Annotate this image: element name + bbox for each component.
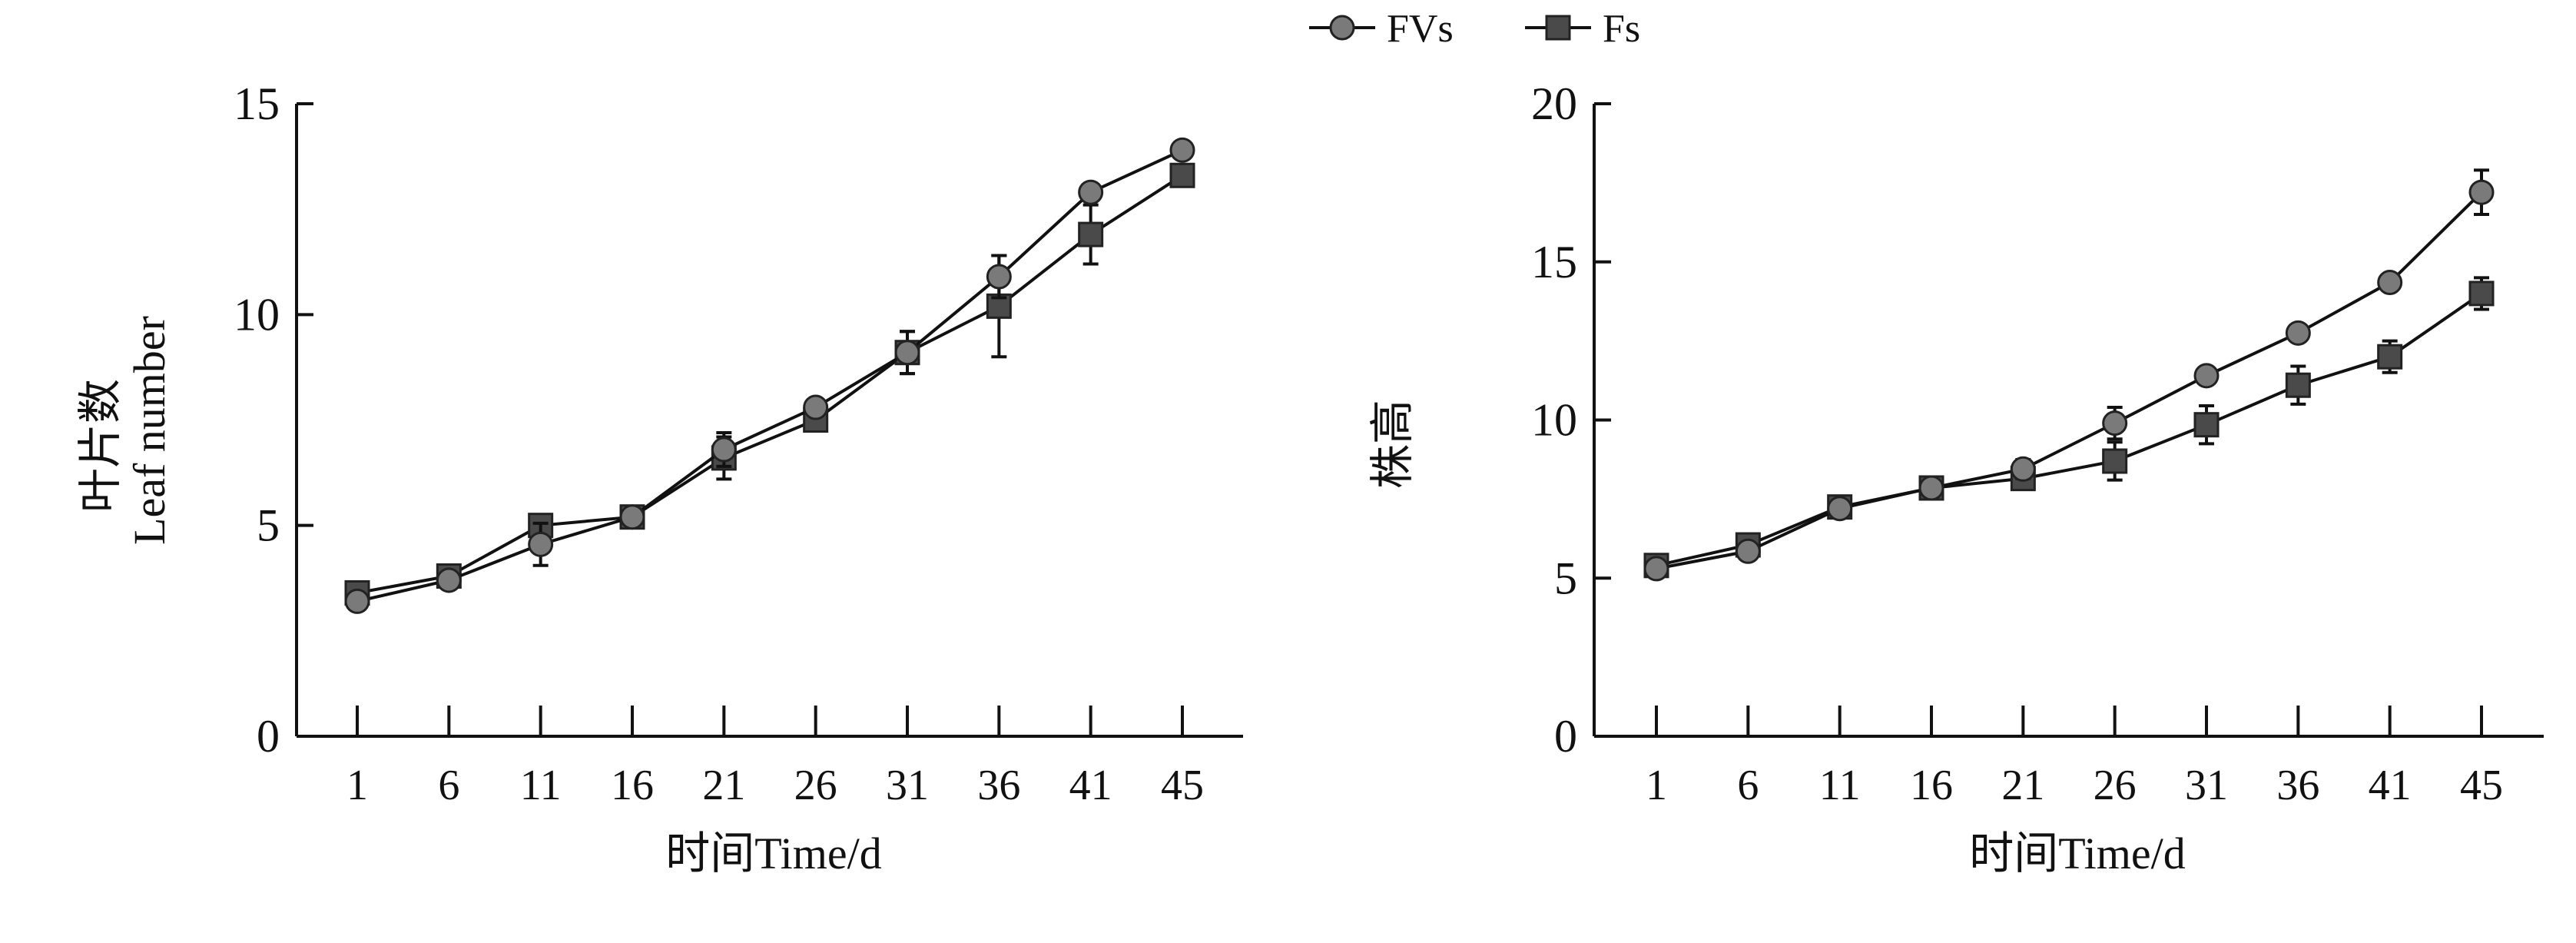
y-axis-label-en: Leaf number bbox=[124, 316, 174, 545]
x-tick-label: 36 bbox=[2276, 762, 2319, 809]
series-line-fs bbox=[356, 174, 1184, 595]
x-tick-label: 41 bbox=[1069, 762, 1112, 809]
y-tick-label: 10 bbox=[234, 289, 280, 340]
data-point-fvs bbox=[2468, 179, 2495, 205]
y-tick-label: 20 bbox=[1531, 78, 1577, 129]
x-tick-label: 11 bbox=[520, 762, 562, 809]
legend-label-fs: Fs bbox=[1603, 7, 1640, 51]
data-point-fvs bbox=[711, 437, 737, 463]
data-point-fvs bbox=[2285, 320, 2311, 346]
y-axis-label-cn: 叶片数 bbox=[75, 379, 125, 513]
data-point-fvs bbox=[894, 340, 920, 366]
x-tick-label: 31 bbox=[2185, 762, 2228, 809]
y-tick-label: 15 bbox=[1531, 237, 1577, 287]
legend-item-fvs: FVs bbox=[1309, 7, 1454, 51]
data-point-fvs bbox=[1918, 475, 1944, 501]
data-point-fvs bbox=[2010, 456, 2036, 482]
x-tick-label: 45 bbox=[1161, 762, 1204, 809]
data-point-fvs bbox=[436, 567, 462, 593]
x-tick-label: 21 bbox=[702, 762, 745, 809]
legend-marker-square bbox=[1545, 15, 1571, 41]
x-tick-label: 6 bbox=[1737, 762, 1759, 809]
data-point-fs bbox=[1078, 221, 1104, 247]
x-tick-label: 45 bbox=[2460, 762, 2503, 809]
x-tick-label: 21 bbox=[2001, 762, 2044, 809]
y-tick-label: 0 bbox=[1554, 711, 1577, 762]
data-point-fs bbox=[2193, 412, 2220, 438]
x-tick-label: 6 bbox=[438, 762, 459, 809]
x-tick-label: 26 bbox=[794, 762, 837, 809]
legend: FVs Fs bbox=[1309, 7, 1640, 51]
data-point-fs bbox=[2468, 281, 2495, 307]
y-tick-label: 5 bbox=[257, 500, 280, 551]
x-axis-label: 时间Time/d bbox=[665, 828, 881, 878]
data-point-fvs bbox=[1827, 496, 1853, 522]
x-tick-label: 16 bbox=[1910, 762, 1953, 809]
data-point-fvs bbox=[344, 588, 370, 614]
y-tick-label: 0 bbox=[257, 711, 280, 762]
data-point-fs bbox=[2377, 344, 2403, 370]
x-tick-label: 11 bbox=[1819, 762, 1861, 809]
legend-label-fvs: FVs bbox=[1387, 7, 1454, 51]
x-tick-label: 1 bbox=[1646, 762, 1667, 809]
data-point-fvs bbox=[1169, 137, 1195, 163]
data-point-fvs bbox=[1078, 179, 1104, 205]
data-point-fs bbox=[2285, 372, 2311, 398]
x-tick-label: 31 bbox=[886, 762, 929, 809]
x-tick-label: 26 bbox=[2094, 762, 2137, 809]
legend-item-fs: Fs bbox=[1525, 7, 1640, 51]
x-tick-label: 1 bbox=[346, 762, 368, 809]
data-point-fs bbox=[2102, 448, 2128, 474]
data-point-fvs bbox=[803, 394, 829, 420]
series-line-fvs bbox=[1656, 191, 2483, 570]
data-point-fs bbox=[1169, 162, 1195, 188]
data-point-fvs bbox=[528, 531, 554, 557]
y-tick-label: 5 bbox=[1554, 553, 1577, 603]
y-tick-label: 15 bbox=[234, 78, 280, 129]
data-point-fvs bbox=[1735, 538, 1761, 564]
data-point-fvs bbox=[2102, 410, 2128, 437]
data-point-fvs bbox=[2193, 363, 2220, 389]
y-tick-label: 10 bbox=[1531, 395, 1577, 446]
y-axis-label-cn: 株高 bbox=[1368, 400, 1417, 489]
data-point-fvs bbox=[986, 264, 1012, 290]
x-tick-label: 41 bbox=[2369, 762, 2412, 809]
data-point-fvs bbox=[2377, 269, 2403, 295]
series-line-fs bbox=[1656, 292, 2483, 567]
data-point-fvs bbox=[1643, 556, 1669, 582]
x-axis-label: 时间Time/d bbox=[1969, 828, 2185, 878]
legend-marker-circle bbox=[1329, 15, 1355, 41]
x-tick-label: 36 bbox=[977, 762, 1020, 809]
series-line-fvs bbox=[356, 148, 1183, 603]
x-tick-label: 16 bbox=[611, 762, 654, 809]
data-point-fvs bbox=[619, 504, 645, 530]
